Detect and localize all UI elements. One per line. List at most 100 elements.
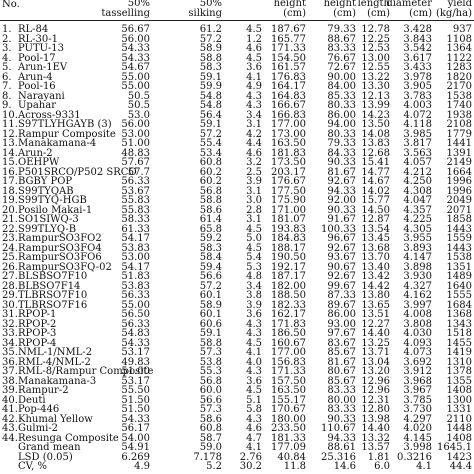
cell: 1740 <box>446 100 472 111</box>
cell: 164.17 <box>271 81 306 92</box>
cell: 5.8 <box>246 404 262 415</box>
cell: 12.96 <box>361 385 390 396</box>
cell: 54.17 <box>121 261 150 273</box>
cell: RML-8/Rampur Composite <box>18 366 154 377</box>
header-cell: (cm) <box>333 8 356 19</box>
cell: 1448 <box>446 423 472 434</box>
cell: 12.87 <box>361 214 390 225</box>
cell: 2. <box>2 33 12 45</box>
cell: Gulmi-2 <box>18 423 59 434</box>
cell: 1538 <box>446 90 472 102</box>
summary-cell: 25.316 <box>321 451 356 463</box>
cell: 1555 <box>446 290 472 301</box>
cell: 13.80 <box>361 290 390 301</box>
cell: 3.930 <box>403 271 432 282</box>
cell: 54.33 <box>121 337 150 349</box>
cell: 1664 <box>446 166 472 178</box>
header-cell: No. <box>2 0 20 10</box>
cell: 80.00 <box>327 394 356 406</box>
cell: 14.40 <box>361 328 390 339</box>
cell: 58.3 <box>199 242 222 254</box>
cell: 81.67 <box>327 356 356 368</box>
cell: 58.8 <box>199 52 222 64</box>
cell: 1408 <box>446 385 472 396</box>
cell: 58.4 <box>199 252 222 263</box>
cell: 4.8 <box>246 271 262 282</box>
cell: 84.33 <box>327 147 356 159</box>
cell: 94.33 <box>327 432 356 444</box>
cell: 12.96 <box>361 375 390 387</box>
cell: 100.33 <box>321 223 356 235</box>
cell: 3.817 <box>403 138 432 149</box>
cell: 4.5 <box>246 223 262 235</box>
cell: 51.00 <box>121 366 150 377</box>
cell: 4.308 <box>403 185 432 197</box>
header-rule <box>0 20 474 21</box>
cell: 18. <box>2 185 18 197</box>
cell: 233.50 <box>271 423 306 434</box>
cell: 1331 <box>446 404 472 415</box>
cell: 99.67 <box>327 280 356 292</box>
summary-cell: 6.0 <box>374 461 390 472</box>
cell: 84.00 <box>327 81 356 92</box>
cell: 163.50 <box>271 385 306 396</box>
cell: 60.2 <box>199 176 222 187</box>
cell: 1996 <box>446 176 472 187</box>
cell: 55.00 <box>121 71 150 83</box>
cell: RampurSO3FO4 <box>18 242 102 254</box>
cell: 12.31 <box>361 394 390 406</box>
cell: 188.50 <box>271 290 306 301</box>
cell: 12.53 <box>361 43 390 54</box>
cell: 3.9 <box>246 176 262 187</box>
cell: 2149 <box>446 157 472 168</box>
cell: Pool-17 <box>18 52 56 64</box>
summary-cell: 4.1 <box>246 442 262 453</box>
cell: 4.5 <box>246 385 262 396</box>
cell: 1640 <box>446 280 472 292</box>
cell: 50.5 <box>127 100 150 111</box>
cell: 4.5 <box>246 24 262 35</box>
cell: SO1SIWQ-3 <box>18 214 79 225</box>
cell: 176.83 <box>271 71 306 83</box>
summary-cell: 6.269 <box>121 451 150 463</box>
cell: Upahar <box>18 100 56 111</box>
cell: 34. <box>2 337 18 349</box>
cell: 937 <box>452 24 472 35</box>
cell: 36. <box>2 356 18 368</box>
cell: 1441 <box>446 138 472 149</box>
cell: 4.073 <box>403 347 432 358</box>
cell: 55.50 <box>121 385 150 396</box>
cell: BLSBSO7F10 <box>18 271 88 282</box>
cell: 59.2 <box>199 233 222 244</box>
cell: 13.50 <box>361 119 390 130</box>
cell: 4.3 <box>246 100 262 111</box>
cell: 1538 <box>446 252 472 263</box>
cell: 3.783 <box>403 90 432 102</box>
header-cell: (cm) <box>283 8 306 19</box>
cell: 187.67 <box>271 24 306 35</box>
cell: 1455 <box>446 337 472 349</box>
cell: 53.17 <box>121 347 150 358</box>
cell: 42. <box>2 413 18 425</box>
cell: 76.67 <box>327 52 356 64</box>
summary-cell: 11.8 <box>283 461 306 472</box>
cell: 12.78 <box>361 24 390 35</box>
cell: 55.00 <box>121 81 150 92</box>
cell: P501SRCO/P502 SRCO <box>18 166 137 178</box>
cell: 165.77 <box>271 33 306 45</box>
cell: 92.67 <box>327 242 356 254</box>
cell: 51.50 <box>121 394 150 406</box>
summary-label: LSD (0.05) <box>18 451 73 463</box>
summary-cell: 88.61 <box>327 442 356 453</box>
cell: 35. <box>2 347 18 358</box>
cell: 12. <box>2 128 18 140</box>
cell: 57.2 <box>199 128 222 140</box>
cell: 90.00 <box>327 71 356 83</box>
cell: 1310 <box>446 356 472 368</box>
cell: 85.33 <box>327 90 356 102</box>
cell: 65.8 <box>199 223 222 235</box>
cell: Rampur Composite <box>18 128 116 140</box>
cell: 79.33 <box>327 24 356 35</box>
cell: Deuti <box>18 394 46 406</box>
cell: 19. <box>2 195 18 206</box>
